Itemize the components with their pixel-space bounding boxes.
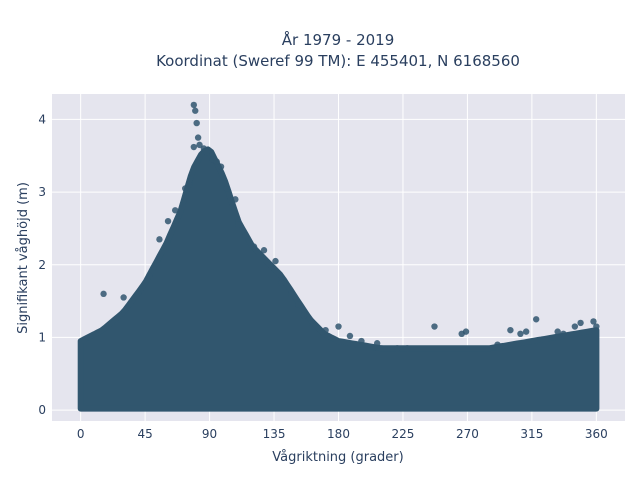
data-point: [322, 326, 329, 334]
data-point: [171, 207, 179, 214]
data-point: [134, 290, 142, 298]
data-point: [278, 279, 285, 287]
data-point: [309, 323, 316, 330]
data-point: [300, 312, 308, 319]
data-point: [217, 163, 225, 170]
data-point: [373, 340, 381, 347]
x-tick-label: 90: [202, 427, 217, 441]
x-tick-label: 315: [520, 427, 543, 441]
data-point: [288, 290, 295, 298]
data-point: [577, 319, 584, 327]
data-point: [494, 341, 501, 348]
y-tick-label: 2: [38, 258, 46, 272]
data-point: [223, 185, 230, 192]
data-point: [194, 134, 202, 141]
data-point: [193, 119, 200, 127]
y-tick-label: 4: [38, 112, 46, 126]
data-point: [335, 323, 342, 330]
chart-title-line-1: År 1979 - 2019: [282, 30, 395, 49]
data-point: [346, 332, 354, 340]
data-point: [554, 328, 561, 335]
data-point: [522, 328, 530, 335]
data-point: [186, 181, 193, 189]
data-point: [190, 101, 198, 109]
data-point: [507, 326, 514, 334]
data-point: [560, 330, 567, 337]
data-point: [394, 345, 401, 352]
tick-labels: 0 45 90 135 180 225 270 315 360 0 1 2 3 4: [38, 112, 607, 441]
x-axis-title: Vågriktning (grader): [272, 450, 403, 465]
data-point: [571, 323, 579, 330]
data-point: [196, 141, 203, 149]
y-axis-title: Signifikant våghöjd (m): [16, 182, 31, 334]
data-point: [517, 330, 524, 337]
y-tick-label: 0: [38, 403, 46, 417]
data-point: [462, 328, 470, 335]
data-point: [404, 345, 411, 352]
data-point: [190, 143, 198, 151]
data-point: [250, 243, 258, 250]
data-point: [235, 221, 242, 228]
data-point: [156, 236, 163, 243]
x-tick-label: 270: [456, 427, 479, 441]
data-point: [192, 107, 199, 114]
data-point: [272, 257, 279, 265]
data-points: [77, 101, 600, 412]
data-point: [213, 158, 220, 165]
data-point: [260, 247, 268, 254]
data-point: [232, 196, 239, 203]
data-point: [164, 217, 172, 225]
data-point: [182, 185, 189, 192]
chart-title-line-2: Koordinat (Sweref 99 TM): E 455401, N 61…: [156, 52, 520, 70]
data-point: [593, 323, 600, 330]
x-tick-label: 45: [137, 427, 152, 441]
y-tick-label: 3: [38, 185, 46, 199]
x-tick-label: 0: [77, 427, 85, 441]
data-point: [100, 290, 107, 298]
y-tick-label: 1: [38, 330, 46, 344]
x-tick-label: 360: [585, 427, 608, 441]
data-point: [146, 272, 153, 279]
data-point: [590, 318, 597, 325]
data-point: [120, 294, 127, 301]
data-point: [295, 301, 302, 308]
x-tick-label: 225: [392, 427, 415, 441]
x-tick-label: 180: [327, 427, 350, 441]
data-point: [203, 148, 210, 156]
data-point: [358, 337, 365, 345]
data-point: [431, 323, 438, 330]
x-tick-label: 135: [263, 427, 286, 441]
data-point: [242, 232, 249, 239]
data-point: [532, 316, 540, 323]
